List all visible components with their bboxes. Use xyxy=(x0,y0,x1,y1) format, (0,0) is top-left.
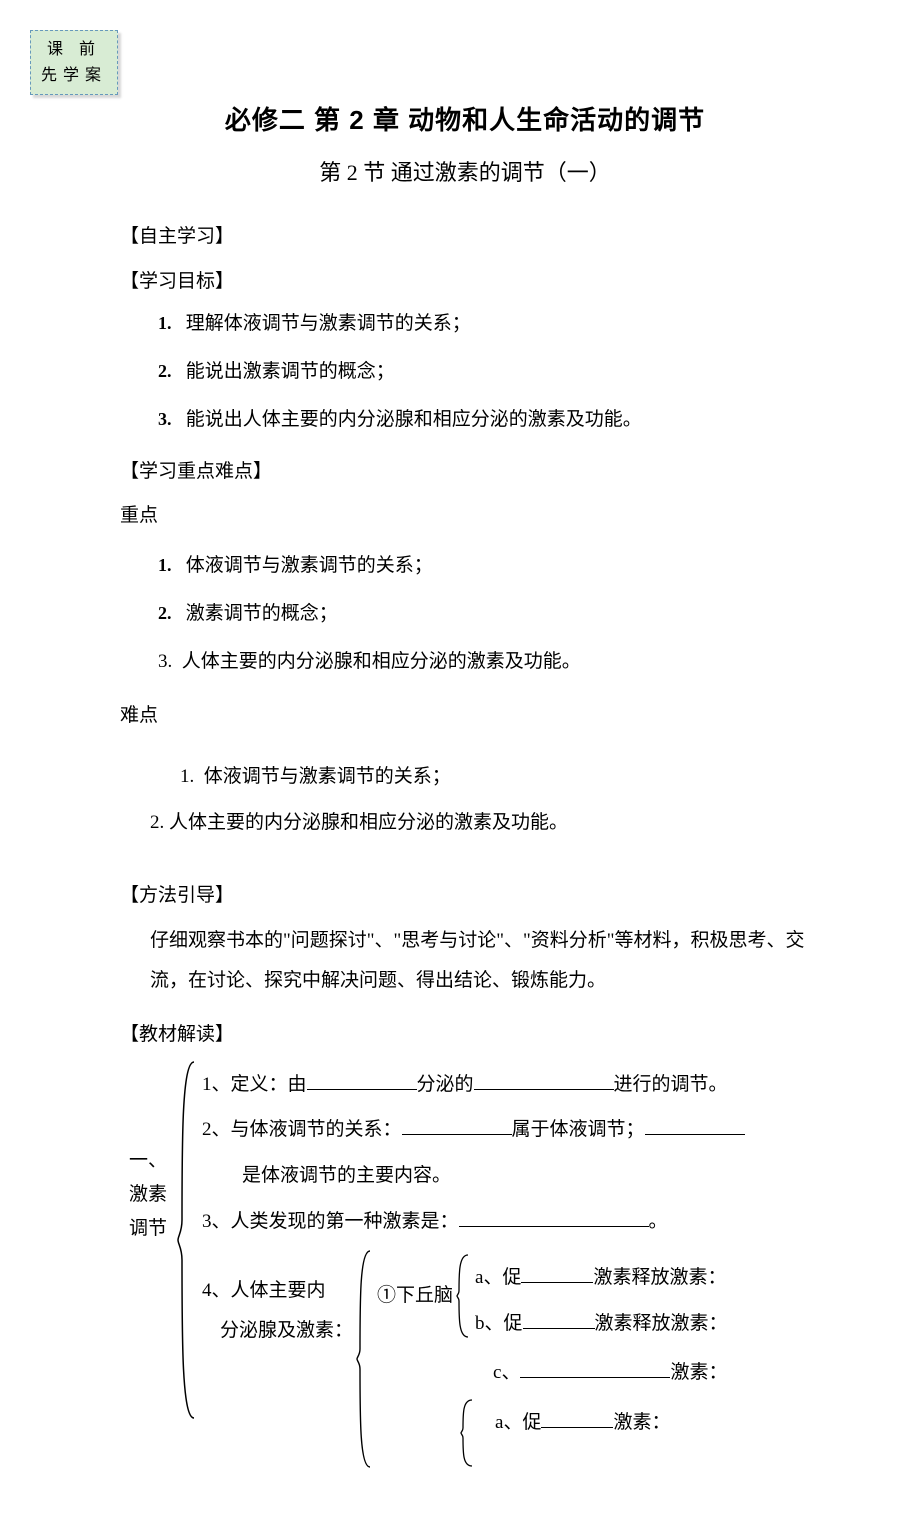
key-text: 体液调节与激素调节的关系； xyxy=(186,555,433,576)
label-mid1: 激素 xyxy=(120,1178,176,1212)
sub-b: b、促 激素释放激素： xyxy=(475,1303,728,1345)
line4-row: 4、人体主要内 分泌腺及激素： ①下丘脑 xyxy=(202,1249,745,1472)
line2b: 是体液调节的主要内容。 xyxy=(202,1155,745,1197)
sub2-a: a、促 激素： xyxy=(495,1402,670,1444)
heading-focus: 【学习重点难点】 xyxy=(120,456,810,483)
key-item: 1. 体液调节与激素调节的关系； xyxy=(158,549,810,583)
key-num: 3. xyxy=(158,651,172,672)
goal-text: 理解体液调节与激素调节的关系； xyxy=(186,313,471,334)
goal-item: 2. 能说出激素调节的概念； xyxy=(158,355,810,389)
s2a-pre: a、促 xyxy=(495,1412,541,1433)
sc-pre: c、 xyxy=(493,1362,520,1383)
sa-post: 激素释放激素： xyxy=(593,1267,726,1288)
blank xyxy=(523,1309,595,1329)
goal-text: 能说出人体主要的内分泌腺和相应分泌的激素及功能。 xyxy=(186,409,642,430)
line1: 1、定义：由 分泌的 进行的调节。 xyxy=(202,1064,745,1106)
goal-text: 能说出激素调节的概念； xyxy=(186,361,395,382)
blank xyxy=(307,1070,417,1090)
l4-left2: 分泌腺及激素： xyxy=(202,1311,353,1351)
goal-num: 3. xyxy=(158,409,172,429)
l3-post: 。 xyxy=(649,1211,668,1232)
label-keypoints: 重点 xyxy=(120,499,810,533)
l2b-text: 是体液调节的主要内容。 xyxy=(242,1165,451,1186)
inner-label: ①下丘脑 xyxy=(377,1253,453,1317)
l3-pre: 3、人类发现的第一种激素是： xyxy=(202,1211,459,1232)
diff-num: 1. xyxy=(180,766,194,787)
method-body: 仔细观察书本的"问题探讨"、"思考与讨论"、"资料分析"等材料，积极思考、交流，… xyxy=(150,921,810,1001)
sa-pre: a、促 xyxy=(475,1267,521,1288)
heading-goals: 【学习目标】 xyxy=(120,266,810,293)
key-num: 2. xyxy=(158,603,172,623)
heading-textbook: 【教材解读】 xyxy=(120,1019,810,1046)
blank xyxy=(521,1263,593,1283)
brace-small xyxy=(455,1253,471,1339)
sb-post: 激素释放激素： xyxy=(595,1313,728,1334)
sc-post: 激素： xyxy=(670,1362,727,1383)
goal-num: 1. xyxy=(158,313,172,333)
inner-row1: ①下丘脑 a、促激素释放激素： xyxy=(377,1253,728,1349)
blank xyxy=(474,1070,614,1090)
brace-large xyxy=(176,1060,198,1420)
line2: 2、与体液调节的关系： 属于体液调节； xyxy=(202,1109,745,1151)
diff-item: 2. 人体主要的内分泌腺和相应分泌的激素及功能。 xyxy=(150,806,810,840)
line3: 3、人类发现的第一种激素是： 。 xyxy=(202,1201,745,1243)
s2a-post: 激素： xyxy=(613,1412,670,1433)
key-item: 3. 人体主要的内分泌腺和相应分泌的激素及功能。 xyxy=(158,645,810,679)
preclass-tag: 课 前 先学案 xyxy=(30,30,118,95)
section-title: 第 2 节 通过激素的调节（一） xyxy=(120,155,810,187)
preclass-line1: 课 前 xyxy=(41,37,107,63)
l1-post: 进行的调节。 xyxy=(614,1074,728,1095)
l2-pre: 2、与体液调节的关系： xyxy=(202,1119,402,1140)
sb-pre: b、促 xyxy=(475,1313,523,1334)
key-num: 1. xyxy=(158,555,172,575)
brace-small2 xyxy=(459,1398,475,1468)
heading-method: 【方法引导】 xyxy=(120,880,810,907)
blank xyxy=(645,1116,745,1136)
blank xyxy=(520,1359,670,1379)
l1-pre: 1、定义：由 xyxy=(202,1074,307,1095)
goal-num: 2. xyxy=(158,361,172,381)
l2-mid: 属于体液调节； xyxy=(512,1119,645,1140)
l4-left: 4、人体主要内 分泌腺及激素： xyxy=(202,1249,353,1351)
label-mid2: 调节 xyxy=(120,1212,176,1246)
diff-text: 体液调节与激素调节的关系； xyxy=(204,766,451,787)
diff-num: 2. xyxy=(150,812,164,833)
key-text: 人体主要的内分泌腺和相应分泌的激素及功能。 xyxy=(182,651,581,672)
diff-text: 人体主要的内分泌腺和相应分泌的激素及功能。 xyxy=(169,812,568,833)
blank xyxy=(541,1408,613,1428)
label-difficult: 难点 xyxy=(120,699,810,733)
preclass-line2: 先学案 xyxy=(41,63,107,89)
goal-item: 3. 能说出人体主要的内分泌腺和相应分泌的激素及功能。 xyxy=(158,403,810,437)
goal-item: 1. 理解体液调节与激素调节的关系； xyxy=(158,307,810,341)
key-item: 2. 激素调节的概念； xyxy=(158,597,810,631)
chapter-title: 必修二 第 2 章 动物和人生命活动的调节 xyxy=(120,100,810,137)
outline-left-label: 一、 激素 调节 xyxy=(120,1060,176,1247)
brace-medium xyxy=(355,1249,373,1469)
blank xyxy=(459,1207,649,1227)
heading-self-study: 【自主学习】 xyxy=(120,221,810,248)
l1-mid: 分泌的 xyxy=(417,1074,474,1095)
label-top: 一、 xyxy=(120,1144,176,1178)
inner-row2: a、促 激素： xyxy=(377,1398,728,1468)
structure-outline: 一、 激素 调节 1、定义：由 分泌的 进行的调节。 2、与体液调节的关系： 属于体液… xyxy=(120,1060,810,1477)
blank xyxy=(402,1116,512,1136)
key-text: 激素调节的概念； xyxy=(186,603,338,624)
diff-item: 1. 体液调节与激素调节的关系； xyxy=(180,760,810,794)
sub-c: c、 激素： xyxy=(377,1352,728,1394)
l4-left1: 4、人体主要内 xyxy=(202,1271,353,1311)
sub-a: a、促 激素释放激素： xyxy=(475,1257,728,1299)
